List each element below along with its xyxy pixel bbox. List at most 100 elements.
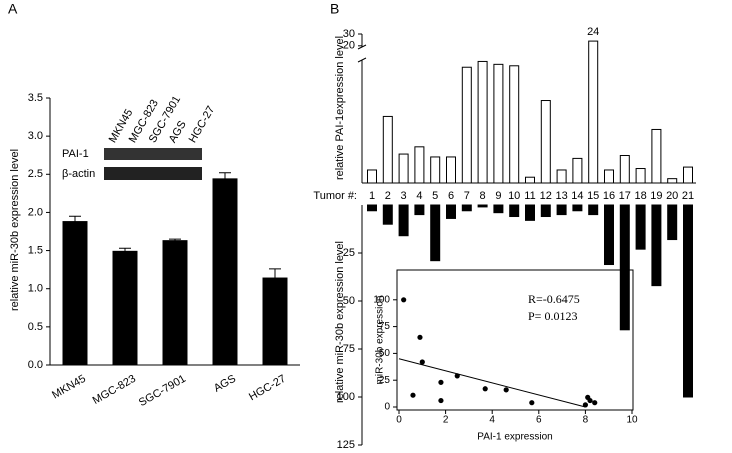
- y-axis-label: relative miR-30b expression level: [9, 149, 21, 311]
- blot-row-label: β-actin: [62, 168, 95, 180]
- axis-break: [357, 57, 367, 63]
- x-tick-label: MGC-823: [91, 373, 138, 407]
- bar: [572, 157, 583, 184]
- bar: [635, 204, 646, 250]
- point: [582, 402, 589, 408]
- point: [419, 359, 425, 365]
- annotation: P= 0.0123: [528, 309, 577, 323]
- bar: [619, 204, 630, 331]
- error-bar: [169, 238, 181, 241]
- bar: [461, 204, 472, 212]
- x-tick-label: 0: [396, 415, 402, 426]
- bar: [572, 204, 583, 212]
- bar: [509, 65, 520, 184]
- point: [529, 400, 535, 406]
- bar: [540, 100, 551, 184]
- bar: [382, 204, 393, 225]
- bar: [651, 128, 662, 184]
- x-tick-label: 12: [540, 190, 552, 202]
- bar: [635, 168, 646, 184]
- x-tick-label: 19: [650, 190, 662, 202]
- x-tick-label: MKN45: [50, 373, 88, 402]
- blot-row-label: PAI-1: [62, 148, 89, 160]
- x-tick-label: 10: [626, 415, 638, 426]
- y-tick-label: 0: [384, 402, 390, 413]
- bar: [461, 66, 472, 184]
- y-tick-label: 125: [337, 439, 355, 451]
- bar: [62, 221, 88, 366]
- x-tick-label: 1: [369, 190, 375, 202]
- point: [482, 386, 488, 392]
- bar: [651, 204, 662, 287]
- y-tick-label: 30: [343, 28, 355, 40]
- x-axis-label: Tumor #:: [313, 190, 357, 202]
- x-tick-label: 14: [571, 190, 583, 202]
- x-tick-label: 21: [682, 190, 694, 202]
- point: [503, 387, 509, 393]
- bar: [540, 204, 551, 218]
- y-tick-label: 50: [343, 295, 355, 307]
- bar: [477, 60, 488, 184]
- bar: [446, 156, 456, 184]
- bar: [493, 204, 504, 214]
- x-tick-label: AGS: [212, 373, 238, 395]
- x-tick-label: 8: [480, 190, 486, 202]
- y-tick-label: 75: [379, 321, 391, 332]
- bar: [556, 169, 567, 184]
- point: [438, 397, 444, 404]
- annotation: R=-0.6475: [528, 292, 580, 306]
- bar: [667, 178, 678, 184]
- x-tick-label: 15: [587, 190, 599, 202]
- value-label: 24: [587, 26, 599, 38]
- error-bar: [269, 268, 281, 279]
- x-tick-label: 20: [666, 190, 678, 202]
- y-tick-label: 75: [343, 343, 355, 355]
- x-tick-label: 16: [603, 190, 615, 202]
- x-axis-label: PAI-1 expression: [477, 432, 552, 443]
- bar: [477, 204, 488, 208]
- bar: [398, 204, 409, 237]
- bar: [430, 204, 441, 262]
- blot-band: [104, 167, 202, 180]
- bar: [112, 250, 138, 366]
- error-bar: [119, 247, 131, 252]
- axis-break: [357, 44, 367, 50]
- trend-line: [398, 358, 586, 408]
- bar: [588, 204, 599, 216]
- error-bar: [219, 172, 231, 179]
- bar: [382, 115, 393, 184]
- x-tick-label: 10: [508, 190, 520, 202]
- bar: [414, 146, 425, 184]
- bar: [367, 169, 377, 184]
- bar: [212, 178, 238, 366]
- bar: [604, 169, 614, 184]
- blot-band: [104, 148, 202, 160]
- panel-label: B: [330, 1, 339, 17]
- x-tick-label: 2: [443, 415, 449, 426]
- x-tick-label: 6: [536, 415, 542, 426]
- x-tick-label: 7: [464, 190, 470, 202]
- bar: [367, 204, 377, 212]
- y-axis-label: miR-30b expression: [375, 296, 386, 385]
- x-tick-label: 6: [448, 190, 454, 202]
- point: [592, 400, 598, 406]
- bar: [683, 166, 693, 184]
- bar: [525, 204, 535, 221]
- y-tick-label: 2.0: [28, 206, 43, 218]
- y-tick-label: 20: [343, 40, 355, 52]
- bar: [619, 155, 630, 184]
- bar: [414, 204, 425, 216]
- x-tick-label: SGC-7901: [137, 373, 188, 409]
- y-tick-label: 3.0: [28, 130, 43, 142]
- bar: [588, 40, 599, 184]
- panel-label: A: [8, 1, 18, 17]
- x-tick-label: 18: [634, 190, 646, 202]
- x-tick-label: 17: [619, 190, 631, 202]
- bar: [493, 63, 504, 184]
- bar: [162, 240, 188, 366]
- bar: [525, 176, 535, 184]
- x-tick-label: 8: [583, 415, 589, 426]
- point: [410, 392, 416, 398]
- western-blot: [104, 148, 202, 180]
